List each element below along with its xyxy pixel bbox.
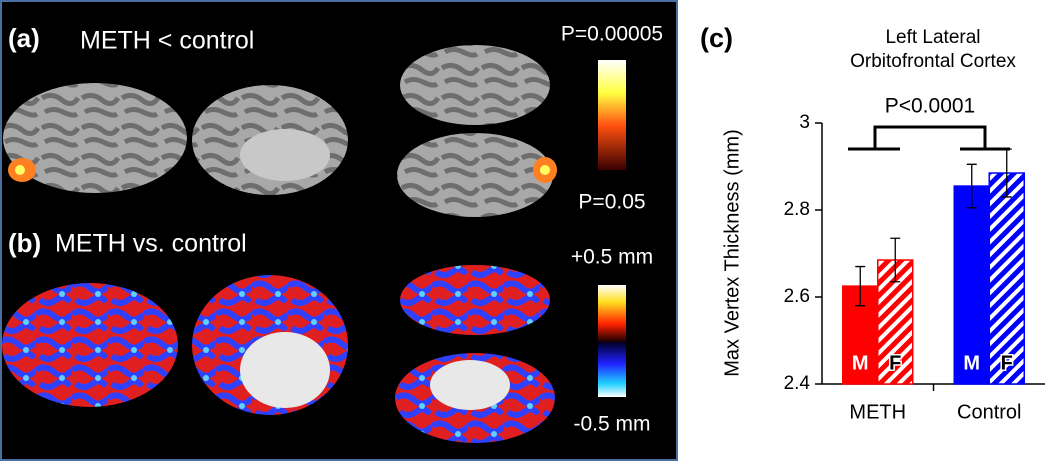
panel-label: (a)	[8, 23, 40, 53]
panel-title: METH vs. control	[55, 230, 247, 258]
scale-label: P=0.05	[578, 191, 645, 214]
error-bar	[890, 237, 901, 283]
panel-label: (b)	[8, 228, 41, 258]
y-tick-label: 2.6	[784, 286, 810, 307]
y-tick-label: 3	[799, 112, 810, 133]
bar	[953, 185, 990, 385]
error-bar	[966, 163, 977, 209]
series-label: M	[852, 352, 869, 374]
series-label: F	[889, 352, 901, 374]
x-tick-label: Control	[957, 401, 1021, 423]
error-bar	[855, 265, 866, 307]
series-label: F	[1001, 352, 1013, 374]
colorbar-a	[598, 60, 626, 170]
scale-label: -0.5 mm	[573, 413, 650, 436]
series-label: M	[963, 352, 980, 374]
significance-bracket	[848, 125, 1010, 151]
x-tick-label: METH	[849, 401, 906, 423]
y-tick-label: 2.4	[784, 373, 811, 394]
y-axis-label: Max Vertex Thickness (mm)	[721, 129, 743, 376]
scale-label: P=0.00005	[561, 23, 663, 46]
panel-title: METH < control	[80, 27, 254, 55]
y-tick-label: 2.8	[784, 199, 810, 220]
scale-label: +0.5 mm	[571, 246, 653, 269]
brains-a	[3, 45, 557, 217]
brains-b	[2, 265, 555, 443]
error-bar	[1001, 148, 1012, 198]
colorbar-b	[598, 285, 626, 397]
chart-title: Left Lateral	[885, 27, 980, 48]
annotation: P<0.0001	[885, 95, 976, 118]
bar	[988, 172, 1025, 385]
panel-label: (c)	[700, 23, 733, 53]
chart-title: Orbitofrontal Cortex	[850, 51, 1016, 72]
